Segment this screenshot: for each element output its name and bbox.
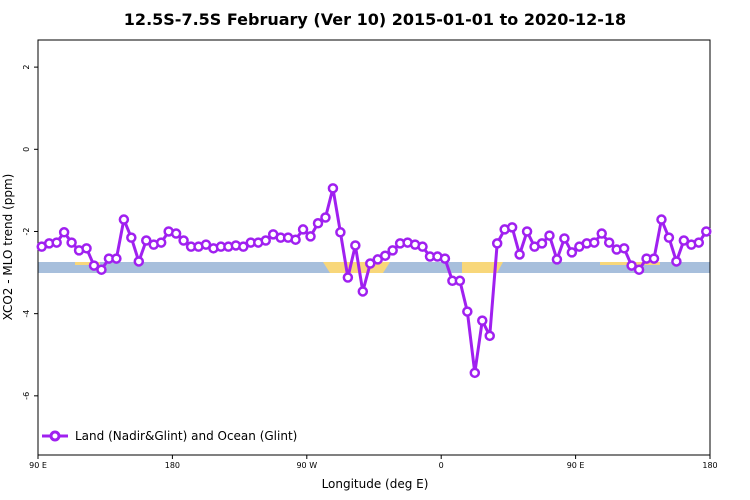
data-point xyxy=(589,237,600,248)
data-point xyxy=(350,240,361,251)
data-point xyxy=(81,243,92,254)
data-point xyxy=(133,256,145,267)
data-point xyxy=(238,241,249,252)
y-axis-label: XCO2 - MLO trend (ppm) xyxy=(1,174,15,321)
x-tick-label: 180 xyxy=(165,461,180,470)
data-point xyxy=(320,212,331,223)
data-point xyxy=(671,256,682,267)
data-point xyxy=(387,245,398,256)
data-point xyxy=(484,330,495,342)
y-tick-label: -4 xyxy=(22,310,31,318)
data-point xyxy=(290,234,301,245)
y-tick-label: -6 xyxy=(22,392,31,400)
data-point xyxy=(566,247,578,258)
data-point xyxy=(618,243,630,254)
data-point xyxy=(327,183,339,194)
data-point xyxy=(305,231,316,242)
data-point xyxy=(469,367,481,379)
data-point xyxy=(357,286,369,297)
data-point xyxy=(126,232,137,243)
data-point xyxy=(603,237,615,248)
data-point xyxy=(477,315,488,326)
data-point xyxy=(312,218,324,229)
legend: Land (Nadir&Glint) and Ocean (Glint) xyxy=(42,429,297,443)
data-point xyxy=(678,235,690,246)
x-tick-label: 90 W xyxy=(296,461,317,470)
data-point xyxy=(170,228,182,239)
y-tick-label: -2 xyxy=(22,227,31,235)
series-line xyxy=(41,186,708,375)
data-point xyxy=(633,264,645,275)
x-axis-label: Longitude (deg E) xyxy=(322,477,429,491)
data-point xyxy=(648,253,660,264)
data-point xyxy=(544,230,555,241)
data-point xyxy=(178,235,189,246)
x-tick-label: 180 xyxy=(702,461,717,470)
data-point xyxy=(88,260,100,271)
data-point xyxy=(58,227,70,238)
data-point xyxy=(342,272,354,283)
y-tick-label: 2 xyxy=(22,65,31,70)
data-point xyxy=(514,249,525,260)
data-point xyxy=(596,228,607,239)
data-point xyxy=(656,214,667,225)
data-point xyxy=(111,253,122,264)
data-point xyxy=(462,306,473,317)
data-point xyxy=(701,226,712,237)
x-tick-label: 90 E xyxy=(567,461,585,470)
data-point xyxy=(551,254,563,265)
data-point xyxy=(260,235,271,246)
data-point xyxy=(506,222,518,233)
data-point xyxy=(491,238,503,249)
chart-title: 12.5S-7.5S February (Ver 10) 2015-01-01 … xyxy=(124,10,626,29)
data-point xyxy=(521,226,533,237)
y-tick-label: 0 xyxy=(22,147,31,152)
data-point xyxy=(439,253,451,264)
data-point xyxy=(663,232,675,243)
data-point xyxy=(297,224,309,235)
land-band xyxy=(75,262,100,265)
data-point xyxy=(536,238,548,249)
x-tick-label: 90 E xyxy=(29,461,47,470)
data-point xyxy=(118,214,130,225)
data-point xyxy=(51,237,62,248)
data-point xyxy=(96,264,107,275)
legend-marker xyxy=(49,430,61,442)
data-point xyxy=(454,275,466,287)
data-point xyxy=(626,260,637,271)
data-point xyxy=(335,227,346,238)
data-point xyxy=(365,258,376,269)
data-point xyxy=(417,241,428,252)
legend-label: Land (Nadir&Glint) and Ocean (Glint) xyxy=(75,429,297,443)
data-point xyxy=(155,237,167,248)
data-point xyxy=(693,237,705,248)
x-tick-label: 0 xyxy=(439,461,444,470)
data-point xyxy=(379,250,391,261)
land-band xyxy=(462,262,503,273)
data-point xyxy=(559,233,570,244)
data-point xyxy=(66,237,77,248)
data-point xyxy=(141,235,152,246)
